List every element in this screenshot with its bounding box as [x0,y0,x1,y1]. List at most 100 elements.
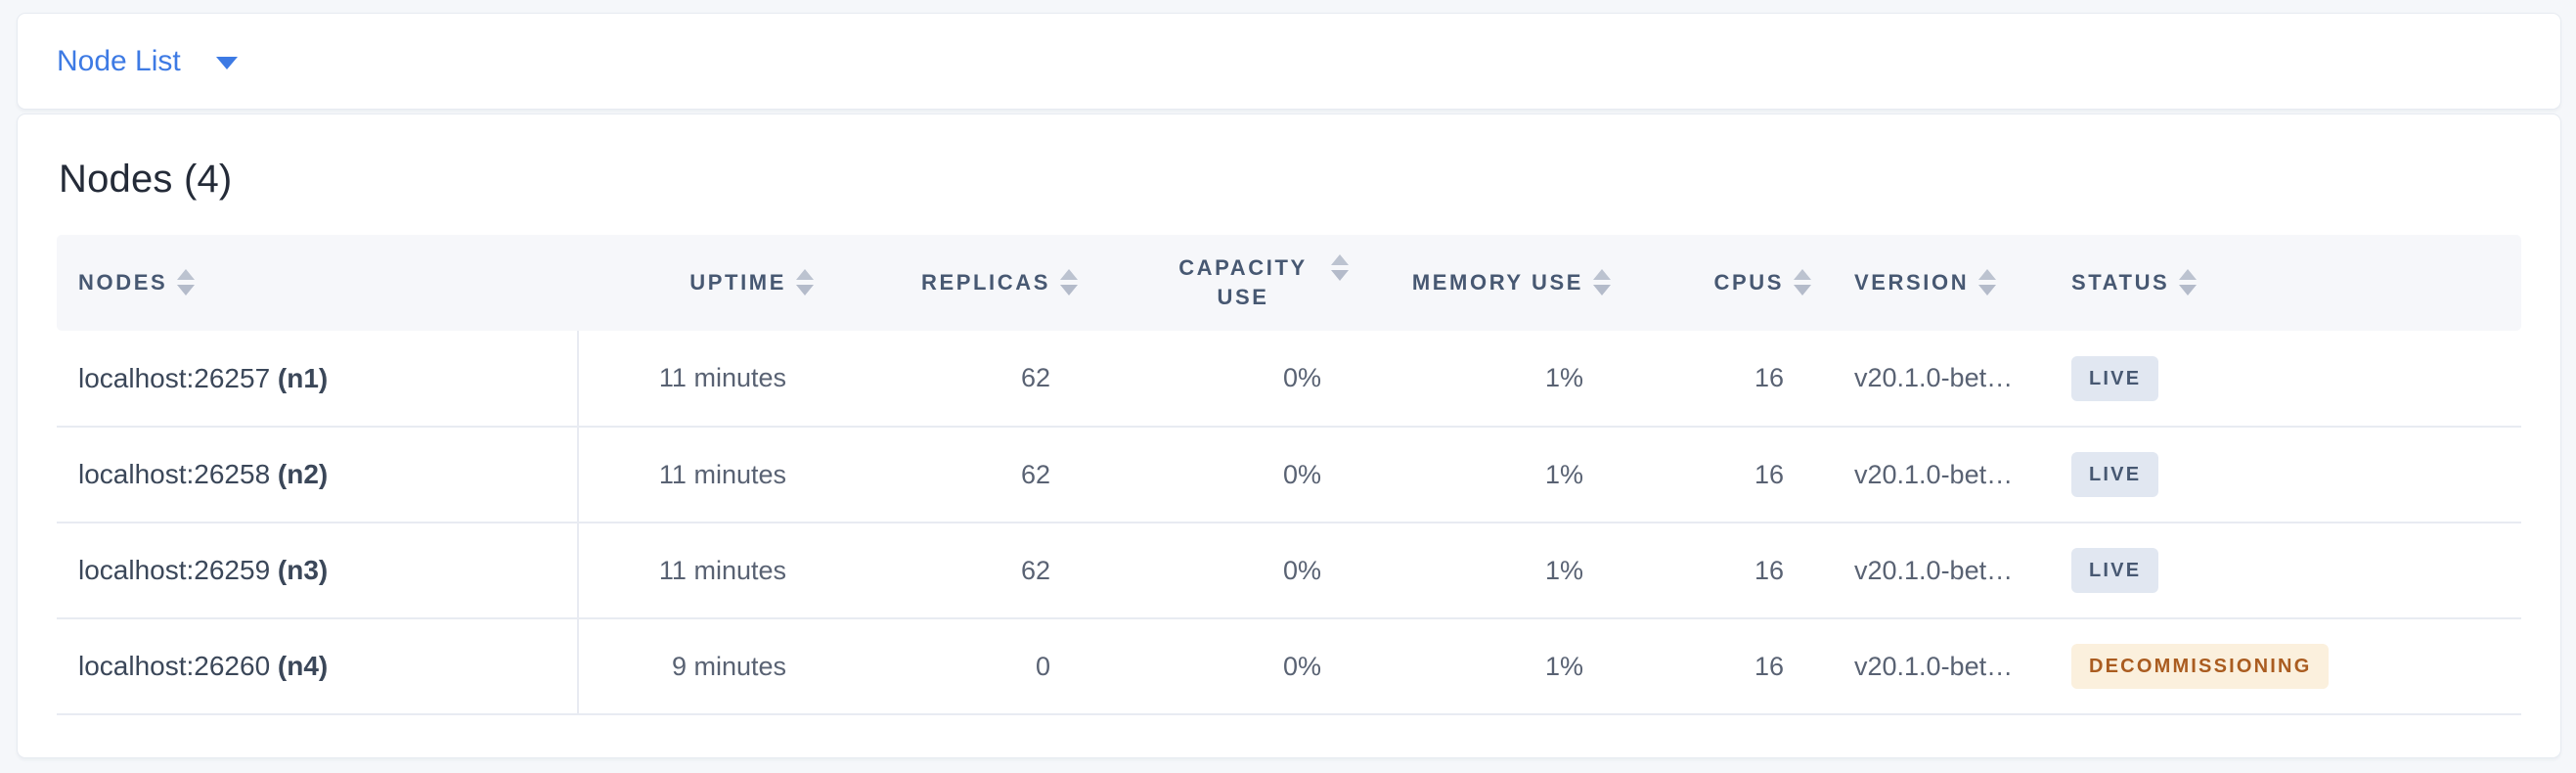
column-label-capacity: CAPACITY USE [1178,255,1308,309]
uptime-cell: 11 minutes [578,523,825,619]
status-badge: LIVE [2071,452,2159,497]
memory-cell: 1% [1360,427,1622,523]
column-label-uptime: UPTIME [689,270,786,295]
sort-desc-icon [1794,285,1811,296]
status-cell: LIVE [2050,427,2521,523]
column-header-inner: NODES [78,268,566,297]
column-label-memory: MEMORY USE [1411,270,1583,295]
version-cell: v20.1.0-bet… [1823,427,2050,523]
sort-icon [1593,269,1611,296]
page-title: Nodes (4) [59,158,233,201]
node-id: (n4) [270,651,329,681]
column-header-uptime[interactable]: UPTIME [578,235,825,331]
column-header-status[interactable]: STATUS [2050,235,2521,331]
capacity-cell: 0% [1089,331,1360,428]
sort-icon [177,269,196,296]
node-id: (n2) [270,459,329,489]
table-header: NODES UPTIME REPLICAS CAPACITY USE MEMORY US… [57,235,2521,331]
column-header-memory[interactable]: MEMORY USE [1360,235,1622,331]
replicas-cell: 62 [825,331,1089,428]
cpus-cell: 16 [1622,523,1823,619]
node-table: NODES UPTIME REPLICAS CAPACITY USE MEMORY US… [57,235,2521,715]
cpus-cell: 16 [1622,618,1823,715]
memory-cell: 1% [1360,618,1622,715]
column-label-nodes: NODES [78,270,168,295]
column-header-inner: STATUS [2071,268,2509,297]
capacity-cell: 0% [1089,427,1360,523]
sort-asc-icon [1593,269,1611,280]
status-cell: LIVE [2050,523,2521,619]
node-id: (n1) [270,362,329,393]
column-header-nodes[interactable]: NODES [57,235,578,331]
node-address: localhost:26258 [78,459,271,489]
view-selector-card: Node List [17,13,2561,110]
sort-desc-icon [177,285,196,296]
sort-icon [1794,269,1811,296]
uptime-cell: 11 minutes [578,427,825,523]
memory-cell: 1% [1360,331,1622,428]
sort-icon [2179,269,2198,296]
column-header-inner: UPTIME [600,268,814,297]
column-header-inner: CPUS [1644,268,1811,297]
table-row-n1: localhost:26257 (n1) 11 minutes 62 0% 1% 16 v2… [57,331,2521,428]
cpus-cell: 16 [1622,331,1823,428]
column-header-capacity[interactable]: CAPACITY USE [1089,235,1360,331]
node-address: localhost:26260 [78,651,271,681]
sort-asc-icon [2179,269,2198,280]
column-label-cpus: CPUS [1713,270,1784,295]
table-row-n3: localhost:26259 (n3) 11 minutes 62 0% 1% 16 v2… [57,523,2521,619]
sort-asc-icon [1331,254,1349,265]
column-label-status: STATUS [2071,270,2170,295]
version-cell: v20.1.0-bet… [1823,523,2050,619]
sort-desc-icon [1593,285,1611,296]
node-id: (n3) [270,555,329,585]
table-header-row: NODES UPTIME REPLICAS CAPACITY USE MEMORY US… [57,235,2521,331]
memory-cell: 1% [1360,523,1622,619]
sort-icon [1978,269,1997,296]
node-address-cell: localhost:26258 (n2) [57,427,579,523]
sort-desc-icon [1331,270,1349,281]
table-row-n4: localhost:26260 (n4) 9 minutes 0 0% 1% 16 v20.… [57,618,2521,715]
node-address: localhost:26257 [78,362,271,393]
sort-icon [796,269,814,296]
sort-asc-icon [177,269,196,280]
status-badge: LIVE [2071,355,2159,401]
node-list-dropdown[interactable]: Node List [57,45,238,78]
status-badge: LIVE [2071,548,2159,593]
column-header-inner: CAPACITY USE [1111,253,1349,312]
column-label-version: VERSION [1854,270,1970,295]
sort-desc-icon [1060,285,1078,296]
version-cell: v20.1.0-bet… [1823,618,2050,715]
column-header-inner: MEMORY USE [1382,268,1611,297]
node-address: localhost:26259 [78,555,271,585]
sort-desc-icon [796,285,814,296]
column-label-replicas: REPLICAS [920,270,1050,295]
sort-desc-icon [2179,285,2198,296]
column-header-inner: REPLICAS [847,268,1078,297]
capacity-cell: 0% [1089,523,1360,619]
node-list-dropdown-label: Node List [57,44,181,77]
uptime-cell: 9 minutes [578,618,825,715]
status-cell: DECOMMISSIONING [2050,618,2521,715]
sort-asc-icon [1060,269,1078,280]
capacity-cell: 0% [1089,618,1360,715]
column-header-cpus[interactable]: CPUS [1622,235,1823,331]
cpus-cell: 16 [1622,427,1823,523]
sort-asc-icon [796,269,814,280]
replicas-cell: 0 [825,618,1089,715]
sort-desc-icon [1978,285,1997,296]
column-header-replicas[interactable]: REPLICAS [825,235,1089,331]
table-body: localhost:26257 (n1) 11 minutes 62 0% 1% 16 v2… [57,331,2521,715]
replicas-cell: 62 [825,427,1089,523]
sort-asc-icon [1978,269,1997,280]
column-header-version[interactable]: VERSION [1823,235,2050,331]
replicas-cell: 62 [825,523,1089,619]
column-header-inner: VERSION [1854,268,2038,297]
node-address-cell: localhost:26260 (n4) [57,618,579,715]
node-address-cell: localhost:26257 (n1) [57,331,579,428]
nodes-panel: Nodes (4) NODES UPTIME REPLICAS CAPACITY US… [17,114,2561,758]
node-address-cell: localhost:26259 (n3) [57,523,579,619]
sort-asc-icon [1794,269,1811,280]
status-cell: LIVE [2050,331,2521,428]
